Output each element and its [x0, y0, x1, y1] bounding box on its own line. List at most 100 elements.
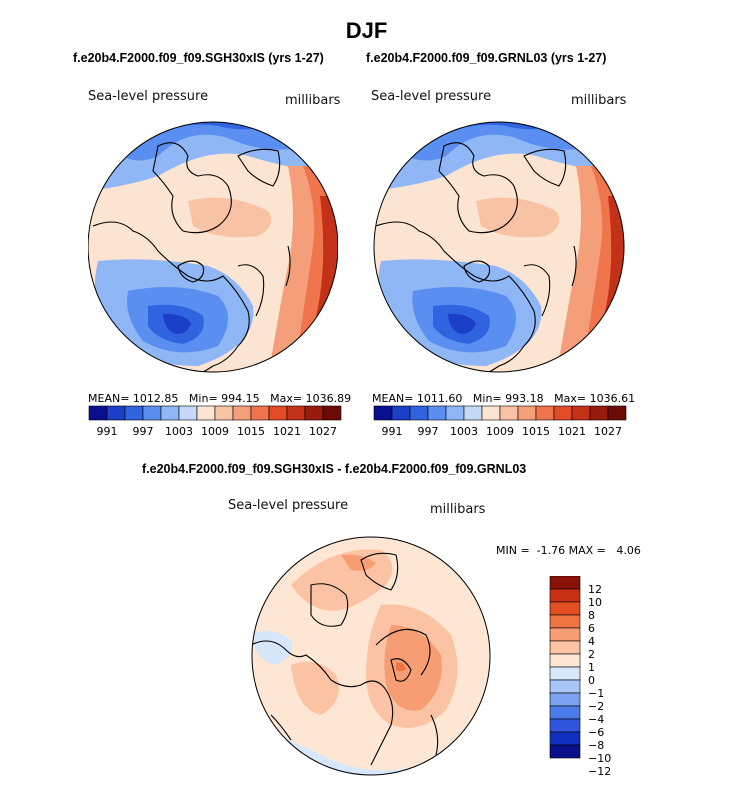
diff-colorbar-swatch [549, 653, 581, 668]
diff-colorbar-swatch [549, 718, 581, 733]
panel1-colorbar-swatch [106, 405, 126, 421]
diff-colorbar-tick-label: 8 [588, 609, 595, 622]
diff-colorbar-tick-label: −1 [588, 687, 604, 700]
panel2-colorbar-swatch [481, 405, 501, 421]
diff-minmax: MIN = -1.76 MAX = 4.06 [496, 544, 641, 557]
panel1-colorbar-swatch [250, 405, 270, 421]
panel1-colorbar-swatch [88, 405, 108, 421]
panel1-max: 1036.89 [305, 392, 352, 405]
diff-units-label: millibars [430, 502, 486, 517]
panel1-colorbar-tick-label: 1027 [309, 425, 337, 438]
panel1-variable-label: Sea-level pressure [88, 89, 209, 104]
panel2-colorbar-tick-label: 1009 [486, 425, 514, 438]
diff-colorbar-tick-label: 1 [588, 661, 595, 674]
panel1-min: 994.15 [221, 392, 260, 405]
panel1-colorbar-swatch [178, 405, 198, 421]
panel1-colorbar-swatch [268, 405, 288, 421]
panel2-colorbar-swatch [391, 405, 411, 421]
diff-colorbar-tick-label: 12 [588, 583, 602, 596]
diff-colorbar-swatch [549, 705, 581, 720]
panel2-colorbar-tick-label: 1003 [450, 425, 478, 438]
diff-colorbar-swatch [549, 679, 581, 694]
panel1-colorbar-swatch [160, 405, 180, 421]
panel2-colorbar-swatch [589, 405, 609, 421]
panel1-colorbar-swatch [232, 405, 252, 421]
diff-title: f.e20b4.F2000.f09_f09.SGH30xIS - f.e20b4… [142, 462, 527, 476]
panel1-stats: MEAN= 1012.85 Min= 994.15 Max= 1036.89 [88, 392, 351, 405]
diff-colorbar-swatch [549, 614, 581, 629]
panel2-colorbar-swatch [517, 405, 537, 421]
panel2-colorbar-swatch [553, 405, 573, 421]
panel2-colorbar: 991997100310091015102110271033 [373, 405, 627, 438]
diff-colorbar-swatch [549, 627, 581, 642]
panel1-units-label: millibars [285, 93, 341, 108]
panel1-colorbar-tick-label: 997 [133, 425, 154, 438]
panel2-colorbar-tick-label: 1027 [594, 425, 622, 438]
panel1-mean: 1012.85 [132, 392, 179, 405]
panel2-mean-label: MEAN= [372, 392, 414, 405]
panel1-title: f.e20b4.F2000.f09_f09.SGH30xIS (yrs 1-27… [73, 51, 324, 65]
diff-colorbar-swatch [549, 666, 581, 681]
panel1-colorbar-tick-label: 1009 [201, 425, 229, 438]
panel1-colorbar-swatch [304, 405, 324, 421]
panel2-units-label: millibars [571, 93, 627, 108]
diff-colorbar-tick-label: 2 [588, 648, 595, 661]
panel2-colorbar-swatch [409, 405, 429, 421]
diff-map [251, 536, 491, 776]
panel1-colorbar-swatch [196, 405, 216, 421]
panel1-map [88, 121, 338, 373]
panel1-colorbar-tick-label: 1015 [237, 425, 265, 438]
panel2-colorbar-tick-label: 997 [418, 425, 439, 438]
panel2-max-label: Max= [554, 392, 587, 405]
panel2-colorbar-swatch [571, 405, 591, 421]
diff-colorbar-tick-label: 10 [588, 596, 602, 609]
panel2-title: f.e20b4.F2000.f09_f09.GRNL03 (yrs 1-27) [366, 51, 607, 65]
diff-colorbar-tick-label: −10 [588, 752, 611, 765]
diff-colorbar-tick-label: −4 [588, 713, 604, 726]
panel2-colorbar-swatch [427, 405, 447, 421]
diff-colorbar-tick-label: −2 [588, 700, 604, 713]
diff-colorbar-swatch [549, 601, 581, 616]
diff-colorbar-tick-label: 0 [588, 674, 595, 687]
panel1-colorbar-swatch [322, 405, 342, 421]
panel2-colorbar-tick-label: 991 [382, 425, 403, 438]
panel1-colorbar-swatch [214, 405, 234, 421]
panel2-colorbar-swatch [463, 405, 483, 421]
panel1-colorbar-tick-label: 1021 [273, 425, 301, 438]
diff-colorbar-tick-label: 4 [588, 635, 595, 648]
panel2-colorbar-swatch [499, 405, 519, 421]
diff-colorbar-swatch [549, 588, 581, 603]
panel2-colorbar-swatch [373, 405, 393, 421]
panel2-map [373, 121, 625, 373]
panel2-min: 993.18 [505, 392, 544, 405]
panel2-min-label: Min= [472, 392, 502, 405]
panel1-colorbar-swatch [286, 405, 306, 421]
diff-colorbar-tick-label: −8 [588, 739, 604, 752]
season-title: DJF [345, 18, 388, 43]
diff-colorbar-swatch [549, 576, 581, 590]
diff-colorbar-tick-label: 6 [588, 622, 595, 635]
panel2-variable-label: Sea-level pressure [371, 89, 492, 104]
panel1-colorbar: 991997100310091015102110271033 [88, 405, 342, 438]
panel2-colorbar-tick-label: 1015 [522, 425, 550, 438]
panel2-colorbar-swatch [445, 405, 465, 421]
panel1-max-label: Max= [270, 392, 303, 405]
panel1-colorbar-swatch [124, 405, 144, 421]
diff-colorbar-swatch [549, 731, 581, 746]
panel2-colorbar-tick-label: 1021 [558, 425, 586, 438]
panel1-colorbar-tick-label: 991 [97, 425, 118, 438]
panel1-mean-label: MEAN= [88, 392, 130, 405]
diff-colorbar-tick-label: −12 [588, 765, 611, 776]
diff-colorbar-swatch [549, 744, 581, 759]
diff-colorbar-swatch [549, 640, 581, 655]
panel2-colorbar-swatch [607, 405, 627, 421]
panel2-mean: 1011.60 [416, 392, 463, 405]
panel2-max: 1036.61 [589, 392, 636, 405]
diff-variable-label: Sea-level pressure [228, 498, 349, 513]
panel1-colorbar-swatch [142, 405, 162, 421]
panel2-colorbar-swatch [535, 405, 555, 421]
panel1-colorbar-tick-label: 1003 [165, 425, 193, 438]
panel1-min-label: Min= [188, 392, 218, 405]
diff-colorbar-swatch [549, 692, 581, 707]
